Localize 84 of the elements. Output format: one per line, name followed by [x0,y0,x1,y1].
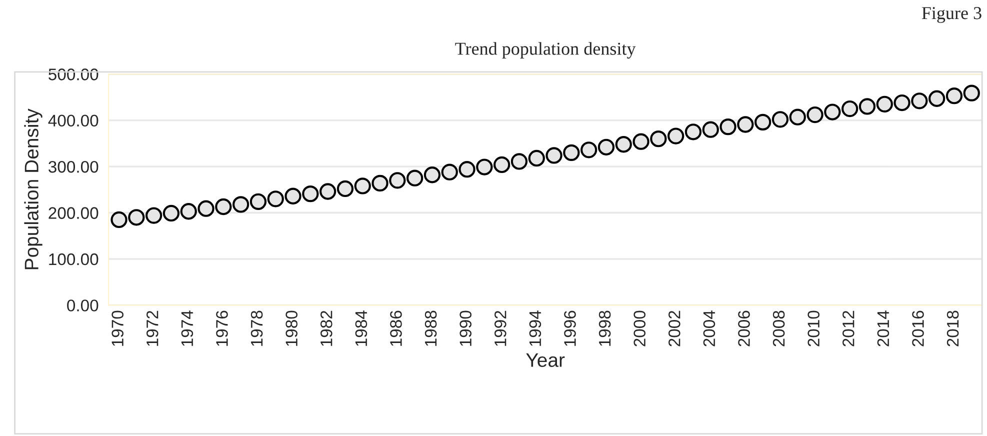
point [858,98,876,115]
point [667,128,684,144]
point [250,193,267,210]
x-tick-label: 1982 [320,310,332,346]
point [372,174,388,192]
x-tick-label: 1996 [564,310,576,346]
point [267,190,284,208]
point [824,104,841,120]
chart-title: Trend population density [455,42,636,59]
point [493,156,510,174]
point [215,198,232,216]
point [563,144,580,162]
x-tick-label: 2002 [668,310,680,346]
point [476,158,493,176]
x-tick-label: 2004 [703,310,716,346]
x-tick-label: 1990 [460,310,472,346]
caption: Figure 3 [922,7,982,23]
point [737,116,754,133]
x-tick-label: 1986 [390,310,402,346]
point [528,150,545,167]
point [389,172,406,189]
point [598,138,615,156]
point [110,211,128,228]
point [441,164,458,180]
point [406,170,424,186]
point [841,100,858,118]
point [963,84,980,102]
point [650,130,667,148]
point [232,196,250,213]
x-axis-title: Year [526,353,565,367]
point [632,133,650,150]
point [336,180,354,198]
point [162,204,180,222]
point [302,185,319,202]
x-tick-label: 2010 [808,310,820,346]
x-tick-label: 1976 [216,310,228,346]
y-tick-label: 100.00 [49,253,98,266]
point [319,183,336,200]
point [458,160,476,178]
y-tick-label: 200.00 [48,207,98,219]
point [580,142,598,158]
x-tick-label: 1984 [355,310,368,346]
point [720,118,736,136]
point [284,188,302,204]
x-tick-label: 2008 [772,310,785,346]
point [946,88,963,104]
x-tick-label: 2012 [842,310,854,346]
y-tick-label: 400.00 [48,114,98,127]
point [789,108,806,126]
point [128,209,145,226]
point [145,207,162,224]
y-axis-title: Population Density [24,108,42,270]
point [894,94,910,112]
point [754,114,772,131]
y-tick-label: 300.00 [48,160,98,173]
x-tick-label: 2018 [946,310,959,346]
point [806,106,824,124]
x-tick-label: 1994 [529,310,542,346]
x-tick-label: 1978 [250,310,263,346]
point [928,90,946,107]
point [180,203,197,220]
x-tick-label: 1998 [598,310,611,346]
point [546,147,562,164]
y-tick-label: 0.00 [67,300,98,312]
point [876,96,893,112]
x-tick-label: 1972 [146,310,158,346]
point [702,121,719,138]
point [510,153,528,170]
x-tick-label: 1980 [286,310,298,346]
point [198,200,214,217]
point [684,124,702,140]
x-tick-label: 2006 [738,310,750,346]
point [424,166,441,184]
point [772,111,789,128]
x-tick-label: 1988 [424,310,437,346]
x-tick-label: 1974 [181,310,194,346]
point [615,136,632,153]
x-tick-label: 1992 [494,310,506,346]
x-tick-label: 1970 [112,310,124,346]
x-tick-label: 2016 [912,310,924,346]
x-tick-label: 2000 [634,310,646,346]
x-tick-label: 2014 [877,310,890,346]
point [911,92,928,110]
point [354,178,371,194]
